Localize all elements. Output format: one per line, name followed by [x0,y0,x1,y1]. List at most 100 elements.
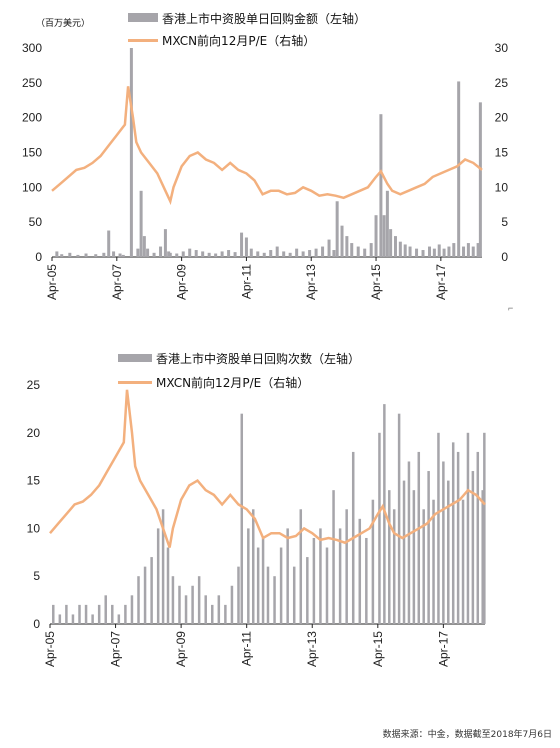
bar [71,614,75,624]
bar [462,246,466,257]
bar [306,557,309,624]
bar [130,595,134,624]
bar [112,251,116,257]
y-left-tick-label: 250 [22,76,42,90]
bar [402,480,406,624]
bar [197,576,201,624]
bar [437,244,441,257]
bar [65,604,68,624]
y-left-tick-label: 0 [33,617,40,631]
bar [312,537,316,624]
bar [137,576,140,624]
y-left-tick-label: 100 [22,180,42,194]
bar [178,585,181,624]
x-tick-label: Apr-05 [43,631,57,667]
bar [292,566,296,624]
bar [338,528,342,624]
bar [382,215,386,257]
bar [308,250,312,257]
x-tick-label: Apr-13 [304,264,318,300]
x-tick-label: Apr-09 [175,264,189,300]
bar [378,432,381,624]
bar [211,604,214,624]
bar [388,490,391,624]
bar [398,241,402,257]
y-left-tick-label: 5 [33,569,40,583]
bar [363,248,367,257]
bar [233,252,237,257]
bar [466,432,470,624]
chart-2-legend: 香港上市中资股单日回购次数（左轴） MXCN前向12月P/E（右轴） [118,351,360,390]
bar [273,576,276,624]
bar [168,252,172,257]
chart-1-legend-bar-swatch [128,13,158,22]
bar [191,585,194,624]
bar [279,547,283,624]
bar [466,243,470,257]
chart-1-legend-line-label: MXCN前向12月P/E（右轴） [162,33,315,48]
bar [269,250,273,257]
bar [319,528,322,624]
bar [117,614,121,624]
bar [356,246,360,257]
bar [181,251,185,257]
x-tick-label: Apr-17 [436,631,450,667]
bar [94,254,98,257]
y-left-tick-label: 200 [22,111,42,125]
bar [227,250,231,257]
x-tick-label: Apr-15 [369,264,383,300]
bar [214,253,218,257]
bar [194,250,198,257]
bar [358,518,362,624]
bar [247,528,250,624]
chart-2-legend-bar-swatch [118,354,152,362]
chart-1-bars [55,48,482,257]
bar [335,201,339,257]
bar [129,48,133,257]
bar [161,509,165,624]
bar [60,254,64,257]
bar [340,225,344,257]
bar [58,614,62,624]
bar [407,461,411,624]
bar [217,595,221,624]
chart-1-pe-line [51,86,483,206]
bar [421,250,425,257]
bar [428,246,432,257]
bar [412,490,416,624]
y-left-tick-label: 150 [22,146,42,160]
bar [52,604,55,624]
bar [350,243,354,257]
chart-1-tick-labels: 0 50 100 150 200 250 300 0 5 10 15 20 25 30 Apr-05 Apr-… [22,41,508,300]
y-left-tick-label: 0 [35,250,42,264]
bar [76,254,80,257]
bar [275,246,279,257]
chart-2-pe-line [49,389,486,548]
bar [385,190,389,257]
chart-2-legend-bar-label: 香港上市中资股单日回购次数（左轴） [156,351,360,366]
bar [392,509,396,624]
bar [256,251,260,257]
bar [150,557,153,624]
bar [288,252,292,257]
bar [261,537,265,624]
bar [84,604,88,624]
bar [84,253,88,257]
x-tick-label: Apr-15 [371,631,385,667]
bar [432,248,436,257]
bar [266,566,270,624]
svg-text:⌐: ⌐ [508,303,513,313]
bar [286,528,289,624]
bar [244,237,248,257]
bar [345,236,349,257]
bar [159,246,163,257]
bar [437,432,440,624]
bar [476,243,480,257]
bar [78,604,81,624]
bar [325,547,329,624]
bar [456,451,460,624]
y-right-tick-label: 10 [495,180,509,194]
bar [369,243,373,257]
bar [301,251,305,257]
